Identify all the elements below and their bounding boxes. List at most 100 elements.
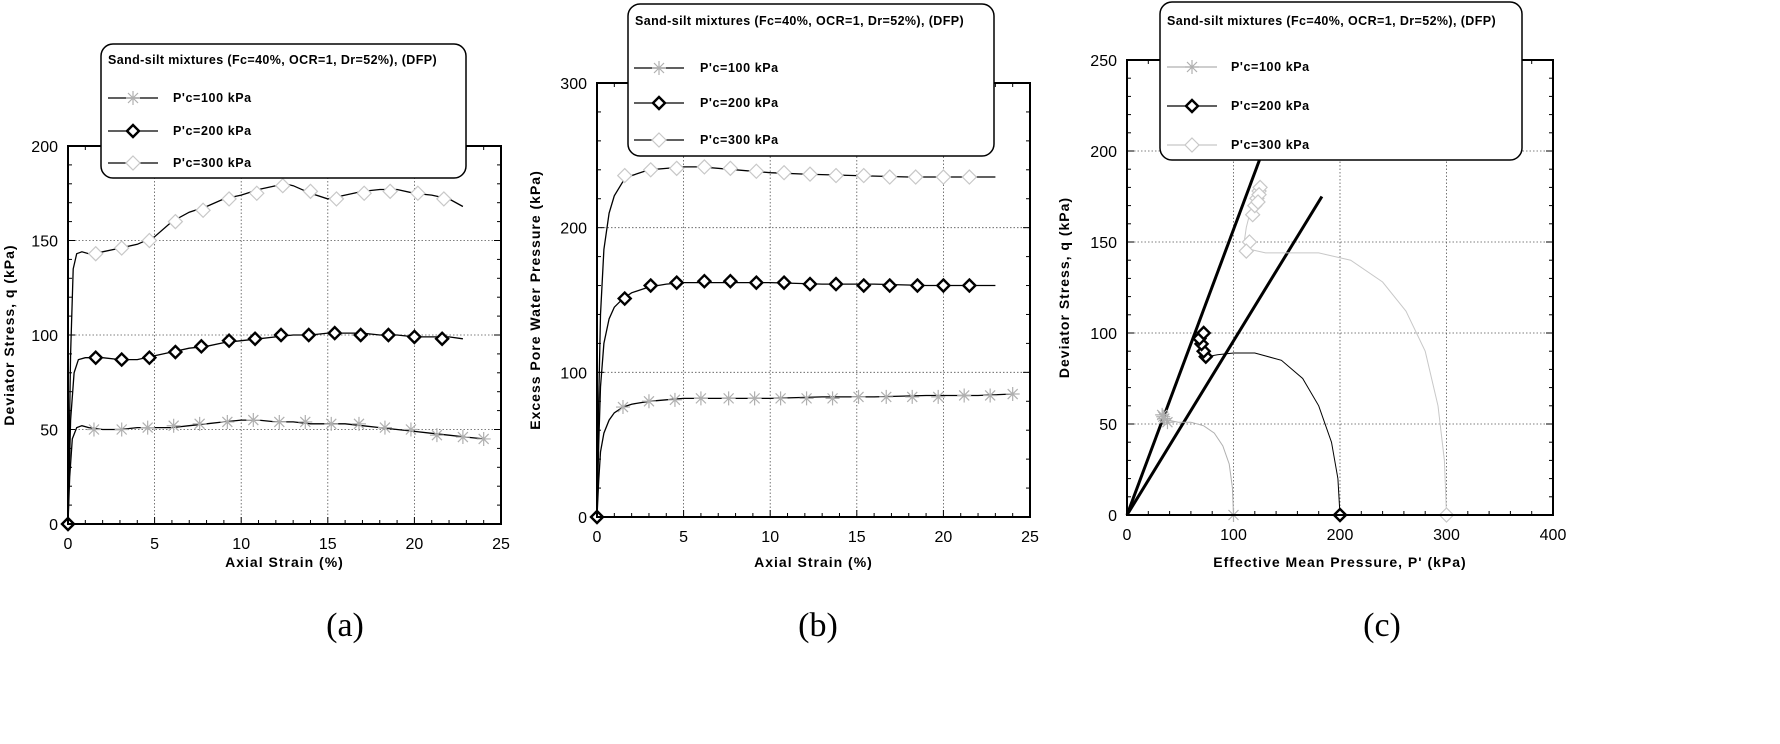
data-point-marker	[356, 185, 373, 202]
data-point-marker	[825, 391, 840, 406]
data-point-marker	[909, 277, 926, 294]
legend-box	[627, 3, 995, 157]
legend-marker	[125, 155, 141, 171]
series-line	[1162, 416, 1234, 516]
series-open-diamond	[1238, 179, 1455, 523]
data-point-marker	[1238, 243, 1255, 259]
data-point-marker	[301, 327, 317, 343]
legend-marker	[651, 132, 667, 148]
data-point-marker	[88, 349, 104, 366]
series-line	[596, 393, 1013, 518]
data-point-marker	[328, 191, 345, 207]
series-star	[596, 387, 1020, 518]
data-point-marker	[957, 388, 972, 403]
data-point-marker	[935, 277, 952, 294]
legend-entry-label: P'c=200 kPa	[173, 124, 252, 138]
data-point-marker	[616, 167, 633, 184]
y-tick-label: 300	[560, 76, 587, 93]
chart-panel-a: 0 5 10 15 20 25 0 50 100 150 200 Axial Strain (%) De…	[1, 43, 510, 644]
panel-caption: (a)	[326, 607, 364, 644]
data-point-marker	[476, 431, 491, 446]
data-point-marker	[983, 388, 998, 403]
legend-title: Sand-silt mixtures (Fc=40%, OCR=1, Dr=52…	[1167, 14, 1496, 28]
legend-entry-label: P'c=100 kPa	[1231, 60, 1310, 74]
data-point-marker	[167, 213, 184, 230]
data-point-marker	[87, 245, 104, 262]
x-tick-label: 200	[1327, 527, 1354, 544]
y-tick-label: 150	[1090, 235, 1117, 252]
legend-box	[1159, 1, 1523, 161]
x-tick-label: 100	[1220, 527, 1247, 544]
y-tick-label: 0	[49, 517, 58, 534]
data-point-marker	[1005, 387, 1020, 402]
data-point-marker	[642, 161, 659, 178]
series-line	[1243, 187, 1447, 516]
x-tick-label: 10	[761, 529, 779, 546]
x-tick-label: 0	[64, 536, 73, 553]
series-line	[67, 183, 464, 525]
y-tick-label: 100	[1090, 326, 1117, 343]
series-diamond	[60, 325, 463, 532]
data-point-marker	[327, 325, 343, 341]
data-point-marker	[221, 332, 237, 349]
chart-panel-c: 0 100 200 300 400 0 50 100 150 200 250 Effective Me…	[1056, 1, 1566, 644]
data-point-marker	[410, 185, 426, 202]
data-point-marker	[776, 164, 792, 181]
data-point-marker	[353, 327, 369, 343]
y-tick-label: 100	[560, 365, 587, 382]
data-point-marker	[748, 163, 765, 180]
y-tick-label: 150	[31, 234, 58, 251]
legend-entry-label: P'c=200 kPa	[700, 96, 779, 110]
grid	[597, 83, 1030, 517]
legend: Sand-silt mixtures (Fc=40%, OCR=1, Dr=52…	[627, 3, 995, 157]
legend-marker	[651, 95, 667, 111]
data-point-marker	[274, 177, 291, 194]
legend-entry-label: P'c=100 kPa	[700, 61, 779, 75]
data-point-marker	[881, 169, 898, 185]
data-point-marker	[141, 232, 158, 249]
legend-marker	[126, 91, 140, 105]
y-axis-label: Excess Pore Water Pressure (kPa)	[527, 170, 543, 430]
x-tick-label: 25	[492, 536, 510, 553]
data-point-marker	[248, 185, 265, 202]
data-point-marker	[324, 416, 339, 431]
x-tick-label: 0	[1123, 527, 1132, 544]
data-point-marker	[1250, 194, 1266, 210]
x-axis-label: Axial Strain (%)	[225, 554, 344, 570]
data-point-marker	[617, 290, 633, 307]
data-point-marker	[113, 351, 130, 368]
data-point-marker	[828, 276, 844, 292]
data-point-marker	[141, 349, 158, 366]
chart-panel-b: 0 5 10 15 20 25 0 100 200 300 Axial Strain (%) Exce…	[527, 3, 1039, 644]
data-point-marker	[114, 422, 129, 437]
data-point-marker	[302, 183, 319, 200]
data-point-marker	[220, 414, 235, 429]
legend-entry-label: P'c=300 kPa	[1231, 138, 1310, 152]
data-point-marker	[221, 191, 237, 207]
data-point-marker	[722, 273, 739, 289]
data-point-marker	[696, 273, 713, 289]
data-point-marker	[935, 169, 952, 185]
data-point-marker	[641, 394, 656, 409]
data-point-marker	[882, 277, 898, 294]
panel-caption: (c)	[1363, 607, 1401, 644]
data-point-marker	[435, 191, 452, 207]
legend-entry-label: P'c=300 kPa	[173, 156, 252, 170]
data-point-marker	[773, 391, 788, 406]
x-axis-label: Effective Mean Pressure, P' (kPa)	[1213, 554, 1466, 570]
y-tick-label: 50	[40, 423, 58, 440]
series-diamond	[1191, 325, 1348, 523]
series-open-diamond	[67, 177, 464, 525]
data-point-marker	[961, 169, 978, 185]
data-point-marker	[879, 389, 894, 404]
legend: Sand-silt mixtures (Fc=40%, OCR=1, Dr=52…	[100, 43, 467, 179]
legend-marker	[1184, 137, 1200, 153]
data-point-marker	[905, 389, 920, 404]
legend-entry-label: P'c=200 kPa	[1231, 99, 1310, 113]
y-tick-label: 200	[1090, 144, 1117, 161]
legend-marker	[1185, 60, 1199, 74]
data-point-marker	[429, 428, 444, 443]
data-point-marker	[802, 166, 818, 182]
data-point-marker	[86, 422, 101, 437]
data-point-marker	[667, 392, 682, 407]
